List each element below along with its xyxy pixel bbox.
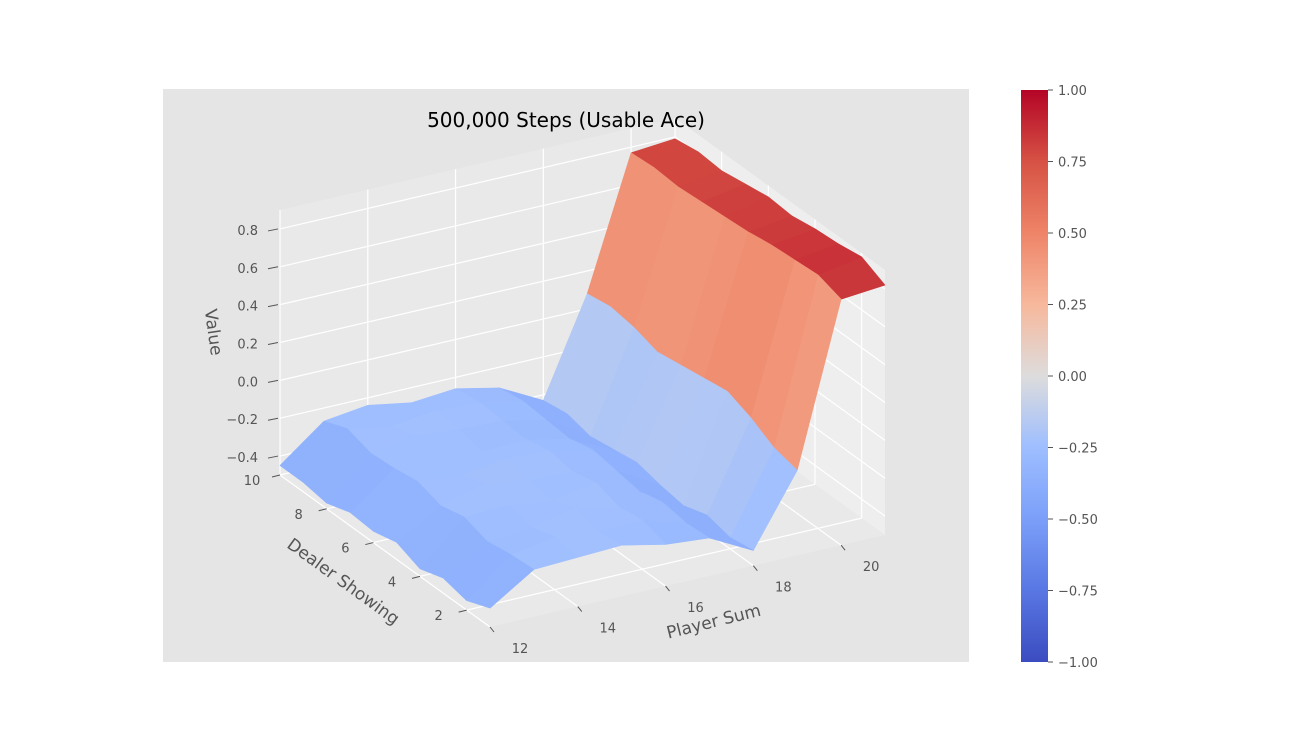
colorbar-tick-label: 0.50 (1058, 227, 1087, 242)
z-tick-label: 0.8 (237, 224, 258, 239)
y-tick-mark (458, 609, 467, 613)
colorbar-tick-label: −0.50 (1058, 513, 1098, 528)
z-tick-mark (267, 342, 279, 345)
colorbar-ticks: −1.00 −0.75 −0.50 −0.25 0.00 0.25 0.50 0.75 1.00 (1048, 84, 1098, 671)
y-tick-mark (411, 575, 421, 579)
chart-title: 500,000 Steps (Usable Ace) (427, 108, 705, 132)
gridline (279, 174, 676, 268)
surface-mesh (279, 138, 886, 609)
y-tick-mark (318, 508, 327, 512)
y-tick-label: 4 (388, 575, 396, 590)
z-tick-mark (267, 417, 279, 421)
x-tick-label: 16 (687, 601, 704, 616)
x-tick-label: 12 (512, 642, 529, 657)
colorbar-tick-label: 0.00 (1058, 370, 1087, 385)
z-tick-label: −0.2 (226, 413, 258, 428)
z-tick-mark (267, 455, 279, 459)
z-tick-mark (267, 379, 279, 383)
surface-facet (279, 420, 348, 483)
colorbar-tick-label: −0.25 (1058, 442, 1098, 457)
colorbar-tick-label: −0.75 (1058, 585, 1098, 600)
y-tick-label: 6 (341, 542, 349, 557)
y-tick-label: 10 (244, 474, 261, 489)
z-tick-label: 0.6 (237, 262, 258, 277)
gridline (279, 474, 491, 628)
y-tick-mark (271, 474, 281, 478)
gridline (279, 136, 676, 230)
y-tick-mark (365, 542, 374, 546)
x-tick-mark (489, 626, 495, 633)
y-tick-label: 8 (295, 508, 303, 523)
gridline (466, 517, 862, 611)
x-tick-label: 20 (863, 560, 880, 575)
z-tick-label: 0.2 (237, 338, 258, 353)
z-tick-label: 0.0 (237, 375, 258, 390)
colorbar-tick-label: 0.25 (1058, 299, 1087, 314)
z-tick-label: 0.4 (237, 300, 258, 315)
axis-ticks: 12 14 16 18 20 2 4 6 8 10 −0.4 −0.2 0.0 0.2 0.4 0.6 0.8 (226, 224, 879, 657)
x-tick-mark (752, 565, 758, 571)
z-tick-mark (267, 266, 279, 270)
colorbar-tick-label: −1.00 (1058, 656, 1098, 671)
x-tick-mark (577, 606, 583, 612)
colorbar-tick-label: 1.00 (1058, 84, 1087, 99)
x-tick-mark (840, 544, 846, 551)
colorbar (1021, 90, 1048, 662)
z-tick-mark (267, 304, 279, 308)
z-tick-label: −0.4 (226, 451, 258, 466)
y-tick-label: 2 (435, 609, 443, 624)
x-tick-label: 14 (600, 622, 617, 637)
colorbar-tick-label: 0.75 (1058, 156, 1087, 171)
z-tick-mark (267, 228, 279, 232)
x-tick-mark (665, 585, 670, 592)
x-tick-label: 18 (775, 581, 792, 596)
